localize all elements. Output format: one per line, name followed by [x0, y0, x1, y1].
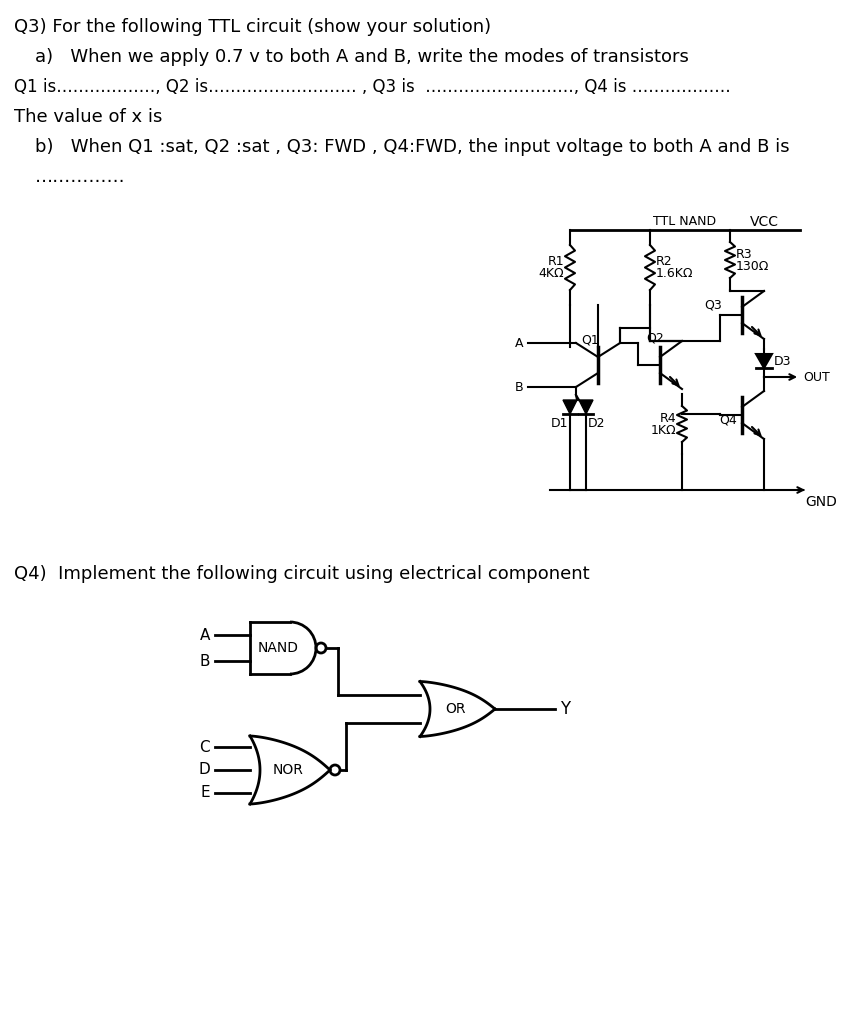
Text: B: B [514, 381, 523, 394]
Text: TTL NAND: TTL NAND [654, 215, 716, 228]
Polygon shape [756, 354, 772, 368]
Text: Q3) For the following TTL circuit (show your solution): Q3) For the following TTL circuit (show … [14, 18, 491, 36]
Text: Y: Y [560, 700, 570, 718]
Text: 1.6KΩ: 1.6KΩ [656, 267, 694, 280]
Text: R4: R4 [660, 411, 676, 424]
Text: GND: GND [805, 495, 837, 509]
Polygon shape [579, 400, 593, 414]
Polygon shape [563, 400, 577, 414]
Text: D1: D1 [551, 417, 568, 430]
Text: C: C [199, 740, 210, 755]
Text: Q4)  Implement the following circuit using electrical component: Q4) Implement the following circuit usin… [14, 565, 590, 583]
Text: 4KΩ: 4KΩ [538, 267, 564, 280]
Text: The value of x is: The value of x is [14, 108, 162, 126]
Text: a)   When we apply 0.7 v to both A and B, write the modes of transistors: a) When we apply 0.7 v to both A and B, … [35, 48, 689, 66]
Text: NAND: NAND [257, 641, 298, 655]
Text: R2: R2 [656, 255, 673, 268]
Text: OR: OR [446, 702, 466, 716]
Text: 130Ω: 130Ω [736, 260, 769, 272]
Text: Q1 is………………, Q2 is……………………… , Q3 is  ………………………, Q4 is ………………: Q1 is………………, Q2 is……………………… , Q3 is …………… [14, 78, 731, 96]
Text: E: E [200, 786, 210, 800]
Text: R3: R3 [736, 248, 753, 261]
Text: 1KΩ: 1KΩ [650, 423, 676, 436]
Text: D: D [199, 762, 210, 777]
Text: Q2: Q2 [646, 331, 664, 344]
Text: D2: D2 [588, 417, 605, 430]
Text: NOR: NOR [273, 763, 303, 777]
Text: VCC: VCC [750, 215, 779, 229]
Text: Q3: Q3 [704, 298, 722, 312]
Text: D3: D3 [774, 354, 792, 367]
Text: OUT: OUT [803, 370, 830, 384]
Text: Q4: Q4 [720, 413, 737, 426]
Text: b)   When Q1 :sat, Q2 :sat , Q3: FWD , Q4:FWD, the input voltage to both A and B: b) When Q1 :sat, Q2 :sat , Q3: FWD , Q4:… [35, 138, 790, 156]
Text: Q1: Q1 [581, 333, 599, 346]
Text: A: A [199, 627, 210, 642]
Text: R1: R1 [547, 255, 564, 268]
Text: B: B [199, 654, 210, 669]
Text: A: A [514, 337, 523, 349]
Text: ……………: …………… [35, 168, 126, 186]
